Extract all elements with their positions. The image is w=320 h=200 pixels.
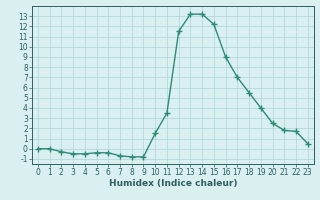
X-axis label: Humidex (Indice chaleur): Humidex (Indice chaleur) [108,179,237,188]
